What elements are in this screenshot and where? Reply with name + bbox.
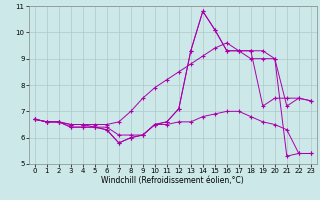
X-axis label: Windchill (Refroidissement éolien,°C): Windchill (Refroidissement éolien,°C) bbox=[101, 176, 244, 185]
